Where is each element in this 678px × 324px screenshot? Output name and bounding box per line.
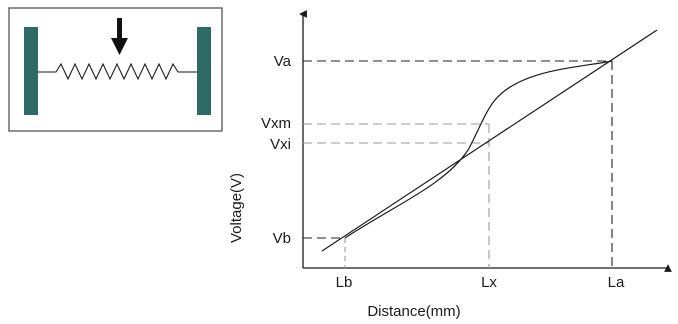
linear-response-line [321,29,658,252]
right-electrode [197,27,211,115]
x-tick-lx: Lx [481,274,497,291]
x-tick-la: La [608,274,625,291]
guide-lines [303,60,613,268]
left-electrode [24,27,38,115]
y-axis-title: Voltage(V) [228,173,245,243]
x-tick-lb: Lb [336,274,353,291]
y-tick-vb: Vb [273,230,291,247]
axes [299,10,672,272]
y-tick-labels: Va Vxm Vxi Vb [261,53,292,247]
y-tick-va: Va [274,53,292,70]
x-tick-labels: Lb Lx La [336,274,625,291]
y-tick-vxm: Vxm [261,115,291,132]
potentiometer-inset [8,7,223,132]
inset-frame [8,7,223,132]
resistor-zigzag [38,62,197,81]
y-tick-vxi: Vxi [270,136,291,153]
nonlinear-response-curve [344,60,613,239]
wiper-arrow [111,18,128,55]
x-axis-title: Distance(mm) [367,303,460,320]
